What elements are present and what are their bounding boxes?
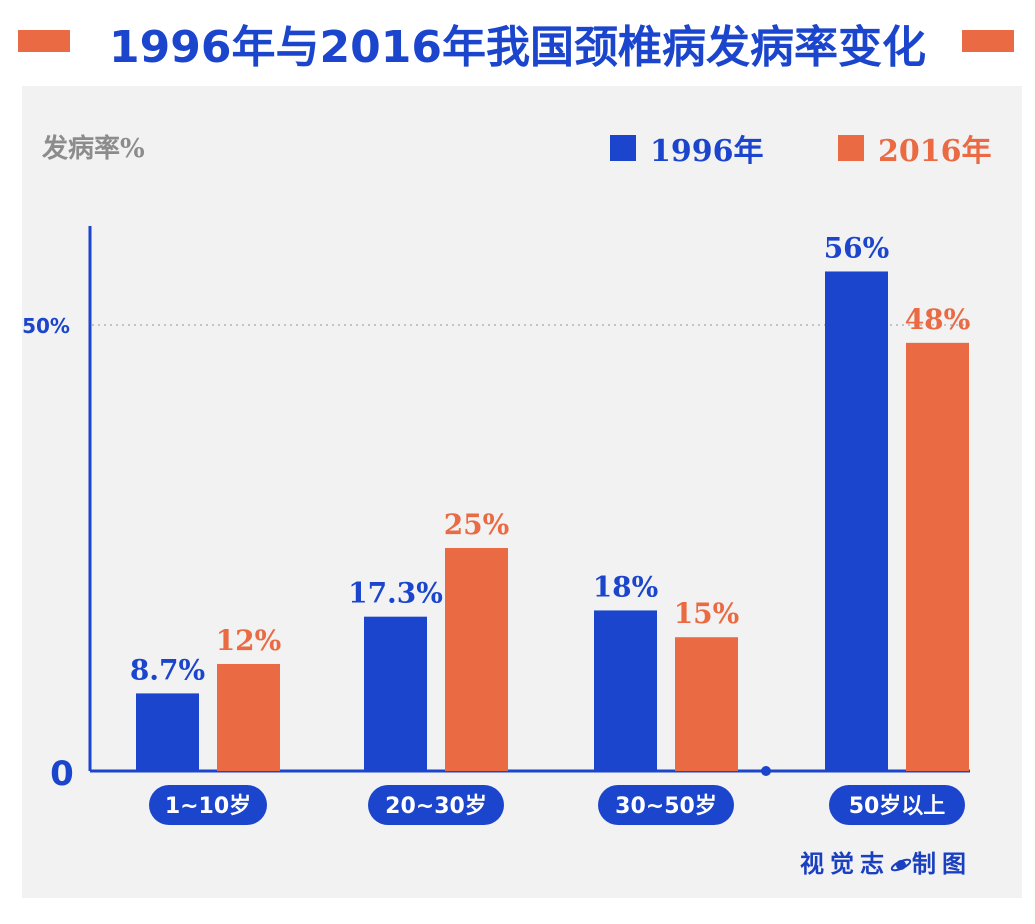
title-wrap: 1996年与2016年我国颈椎病发病率变化 [0, 8, 1035, 78]
data-label-1996-0: 8.7% [130, 653, 205, 686]
category-pill-0 [149, 785, 267, 825]
category-label-2: 30~50岁 [615, 793, 717, 819]
y-axis-label: 发病率% [42, 134, 145, 164]
chart-title: 1996年与2016年我国颈椎病发病率变化 [109, 22, 926, 73]
data-label-1996-3: 56% [824, 231, 890, 264]
bar-1996-3 [825, 271, 888, 771]
category-label-1: 20~30岁 [385, 793, 487, 819]
category-pill-2 [598, 785, 734, 825]
bar-2016-2 [675, 637, 738, 771]
category-pill-1 [368, 785, 504, 825]
y-tick-label-0: 0 [50, 754, 74, 794]
legend-item-2016: 2016年 [838, 126, 992, 170]
legend-label-1996: 1996年 [650, 134, 764, 169]
data-label-2016-2: 15% [674, 597, 740, 630]
data-label-2016-1: 25% [444, 508, 510, 541]
legend-label-2016: 2016年 [878, 134, 992, 169]
bar-2016-1 [445, 548, 508, 771]
planet-icon [890, 849, 912, 878]
data-label-1996-1: 17.3% [348, 577, 443, 610]
credit: 视觉志 制图 [800, 844, 972, 879]
category-label-3: 50岁以上 [849, 793, 946, 819]
credit-left: 视觉志 [800, 849, 890, 878]
legend-swatch-2016 [838, 135, 864, 161]
bar-2016-3 [906, 342, 969, 771]
bar-1996-2 [594, 610, 657, 771]
title-decoration-left [18, 30, 70, 52]
data-label-2016-0: 12% [216, 624, 282, 657]
bar-1996-0 [136, 693, 199, 771]
category-pill-3 [829, 785, 965, 825]
title-decoration-right [962, 30, 1014, 52]
category-label-0: 1~10岁 [165, 793, 251, 819]
y-tick-label-1: 50% [22, 314, 70, 338]
legend-swatch-1996 [610, 135, 636, 161]
axis-dot [761, 766, 771, 776]
credit-right: 制图 [912, 849, 972, 878]
data-label-1996-2: 18% [593, 570, 659, 603]
data-label-2016-3: 48% [905, 303, 971, 336]
legend-item-1996: 1996年 [610, 126, 764, 170]
bar-2016-0 [217, 663, 280, 771]
bar-1996-1 [364, 616, 427, 771]
